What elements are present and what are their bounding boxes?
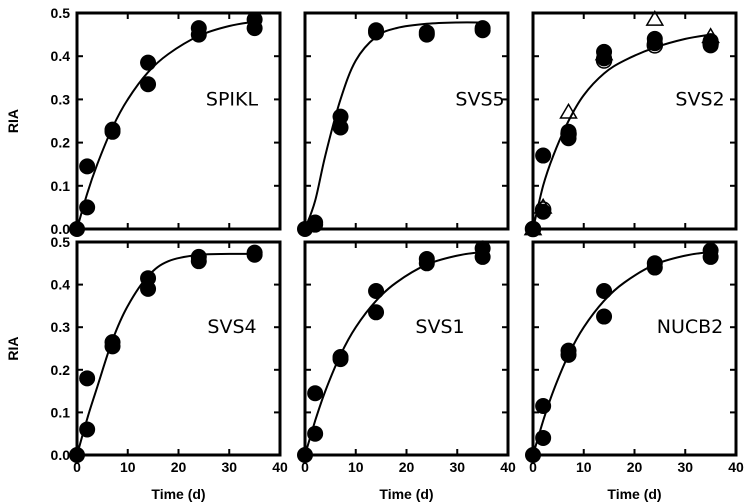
y-axis-label: RIA xyxy=(5,109,21,133)
data-point xyxy=(418,26,435,43)
x-tick-label: 0 xyxy=(529,459,537,475)
y-tick-label: 0.2 xyxy=(51,362,71,378)
fit-curve xyxy=(532,250,711,456)
data-point xyxy=(79,158,96,175)
x-tick-label: 10 xyxy=(120,459,136,475)
panel-title: NUCB2 xyxy=(657,316,724,338)
panel-svs4: 0 10 20 30 40 0.0 0.1 0.2 0.3 0.4 0.5 RIA Time (d) SV… xyxy=(5,234,288,502)
panel-title: SPIKL xyxy=(206,88,259,110)
x-tick-label: 20 xyxy=(399,459,415,475)
data-point xyxy=(79,199,96,216)
y-tick-label: 0.1 xyxy=(51,404,71,420)
y-tick-label: 0.5 xyxy=(51,234,71,250)
panel-title: SVS4 xyxy=(207,316,256,338)
y-axis-label: RIA xyxy=(5,336,21,360)
x-axis-label: Time (d) xyxy=(379,486,433,502)
fit-curve xyxy=(76,20,255,230)
panel-svs2: SVS2 xyxy=(523,10,738,238)
data-point-open-circle xyxy=(595,52,613,69)
data-point xyxy=(702,248,719,265)
x-tick-label: 10 xyxy=(348,459,364,475)
data-point xyxy=(474,248,491,265)
data-point-open-circle xyxy=(560,125,577,143)
x-tick-label: 0 xyxy=(73,459,81,475)
data-point xyxy=(79,370,96,387)
y-tick-label: 0.0 xyxy=(51,447,71,463)
x-tick-label: 20 xyxy=(627,459,643,475)
data-point xyxy=(560,130,577,147)
panel-spikl: 0.0 0.1 0.2 0.3 0.4 0.5 RIA SPIKL xyxy=(5,5,282,237)
data-point xyxy=(596,282,613,299)
fit-curve xyxy=(76,252,255,456)
data-point xyxy=(140,280,157,297)
x-tick-label: 20 xyxy=(171,459,187,475)
data-point xyxy=(596,308,613,325)
x-axis-label: Time (d) xyxy=(607,486,661,502)
y-tick-label: 0.4 xyxy=(51,48,71,64)
x-tick-label: 40 xyxy=(272,459,288,475)
data-point-open-triangle xyxy=(645,10,665,26)
data-point-open-triangle xyxy=(523,219,543,236)
y-tick-label: 0.3 xyxy=(51,319,71,335)
data-point xyxy=(140,54,157,71)
data-point xyxy=(474,22,491,39)
data-point xyxy=(246,246,263,263)
data-point xyxy=(368,282,385,299)
data-point xyxy=(190,253,207,270)
x-axis-label: Time (d) xyxy=(151,486,205,502)
plot-frame xyxy=(75,11,282,231)
panel-title: SVS5 xyxy=(455,88,504,110)
fit-curve xyxy=(532,33,711,230)
y-tick-label: 0.2 xyxy=(51,135,71,151)
x-tick-label: 40 xyxy=(500,459,516,475)
panel-svs5: SVS5 xyxy=(297,11,510,237)
data-point-open-circle xyxy=(702,34,719,52)
fit-curve xyxy=(304,21,483,230)
y-tick-label: 0.4 xyxy=(51,277,71,293)
data-point xyxy=(246,20,263,37)
data-point xyxy=(307,216,324,233)
x-tick-label: 30 xyxy=(449,459,465,475)
x-tick-label: 30 xyxy=(221,459,237,475)
y-tick-label: 0.5 xyxy=(51,5,71,21)
x-tick-label: 0 xyxy=(301,459,309,475)
x-tick-label: 10 xyxy=(576,459,592,475)
plot-frame xyxy=(303,240,510,457)
data-point xyxy=(140,76,157,93)
x-tick-label: 30 xyxy=(677,459,693,475)
panel-nucb2: 0 10 20 30 40 Time (d) NUCB2 xyxy=(525,240,744,502)
panel-title: SVS1 xyxy=(415,316,464,338)
data-point xyxy=(535,147,552,164)
panel-svs1: 0 10 20 30 40 Time (d) SVS1 xyxy=(297,240,516,502)
data-point-open-triangle xyxy=(559,102,578,119)
fit-curve xyxy=(304,250,483,456)
data-point-open-triangle xyxy=(594,44,614,61)
data-point xyxy=(368,304,385,321)
data-point xyxy=(307,385,324,402)
data-point xyxy=(307,425,324,442)
data-point-open-circle xyxy=(534,201,552,218)
y-tick-label: 0.3 xyxy=(51,91,71,107)
data-point xyxy=(332,119,349,136)
data-point xyxy=(368,24,385,41)
panel-title: SVS2 xyxy=(675,88,724,110)
y-tick-label: 0.1 xyxy=(51,178,71,194)
y-tick-label: 0.0 xyxy=(51,221,71,237)
x-tick-label: 40 xyxy=(728,459,744,475)
